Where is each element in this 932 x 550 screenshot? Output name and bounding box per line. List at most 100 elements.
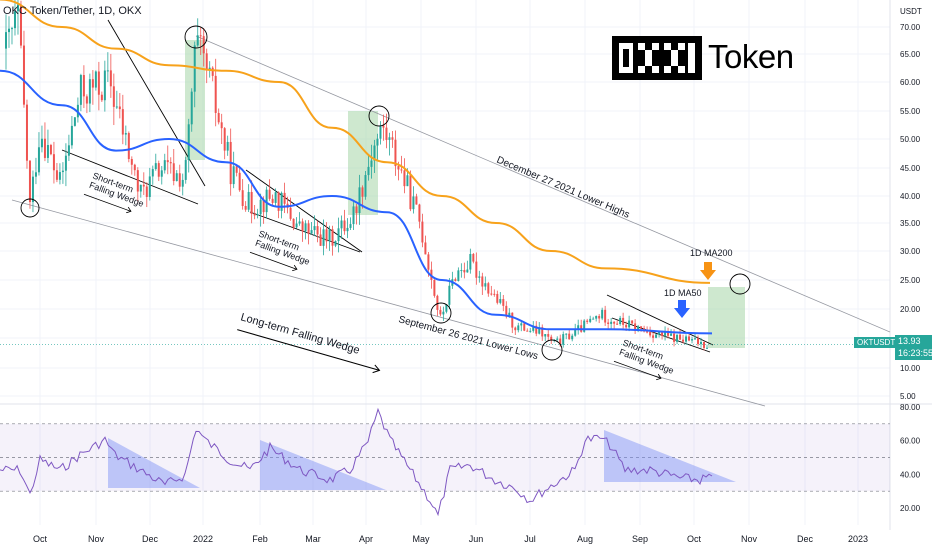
candle — [520, 321, 523, 332]
candle — [589, 315, 592, 324]
okx-logo-icon — [612, 36, 702, 80]
candle — [160, 165, 163, 185]
candle-body — [631, 320, 634, 324]
time-tick-label: Nov — [741, 534, 758, 544]
candle — [448, 278, 451, 310]
candle — [310, 221, 313, 235]
candle-body — [190, 91, 193, 125]
candle-body — [550, 336, 553, 341]
candle-body — [595, 315, 598, 319]
candle-body — [49, 145, 52, 155]
time-tick-label: Apr — [359, 534, 373, 544]
candle-body — [157, 163, 160, 177]
candle-body — [703, 341, 706, 348]
candle-body — [334, 241, 337, 246]
candle-body — [19, 4, 22, 46]
candle-body — [469, 253, 472, 270]
candle-body — [277, 192, 280, 211]
candle-body — [382, 125, 385, 128]
okx-logo: Token — [612, 36, 794, 84]
candle-body — [367, 166, 370, 176]
candle — [544, 334, 547, 342]
highlight-circle — [20, 198, 40, 218]
candle-body — [184, 160, 187, 180]
candle-body — [370, 160, 373, 167]
candle-body — [664, 331, 667, 336]
rsi-falling-triangle — [108, 438, 200, 488]
candle — [601, 307, 604, 321]
candle — [148, 167, 151, 201]
candle-body — [427, 254, 430, 270]
candle — [568, 328, 571, 340]
short-term-wedge-line — [245, 169, 363, 253]
candle — [322, 219, 325, 256]
candle-body — [298, 221, 301, 224]
candle-body — [409, 175, 412, 210]
candle — [649, 326, 652, 338]
candle — [373, 139, 376, 173]
candle — [136, 167, 139, 204]
time-tick-label: 2022 — [193, 534, 213, 544]
candle — [496, 290, 499, 305]
bar-timer: 16:23:55 — [898, 348, 932, 358]
candle-body — [418, 204, 421, 222]
candle-body — [121, 109, 124, 135]
candle-body — [97, 71, 100, 95]
green-target-box — [348, 111, 378, 215]
candle — [277, 191, 280, 219]
candle — [337, 217, 340, 253]
candle — [319, 227, 322, 246]
ma200-line — [0, 0, 711, 284]
candle-body — [85, 96, 88, 104]
candle — [274, 188, 277, 207]
candle — [46, 129, 49, 164]
candle — [193, 41, 196, 108]
candle-body — [655, 334, 658, 338]
candle — [547, 329, 550, 341]
rsi-line — [0, 407, 713, 517]
candle — [85, 94, 88, 114]
candle — [5, 14, 7, 70]
time-axis: Oct Nov Dec 2022 Feb Mar Apr May Jun Jul Aug Sep Oct… — [33, 534, 868, 544]
highlight-circle — [430, 302, 452, 324]
candle-body — [217, 112, 220, 123]
candle-body — [160, 170, 163, 177]
price-tick-label: 65.00 — [900, 50, 921, 59]
candle-body — [478, 276, 481, 278]
candle-body — [163, 160, 166, 171]
candle — [34, 157, 37, 185]
candle-body — [661, 331, 664, 336]
candle — [112, 73, 115, 126]
candle-body — [169, 162, 172, 164]
candle — [445, 304, 448, 314]
long-term-wedge-arrow — [237, 329, 381, 374]
rsi-falling-triangle — [260, 440, 386, 490]
candle — [58, 163, 61, 185]
candle — [676, 334, 679, 344]
candle — [157, 160, 160, 182]
candle-body — [193, 45, 196, 92]
candle-body — [373, 145, 376, 161]
candle — [436, 294, 439, 316]
candle-body — [265, 189, 268, 213]
candle-body — [604, 309, 607, 323]
candle — [37, 132, 40, 176]
candle — [28, 160, 31, 209]
candle-body — [226, 141, 229, 151]
price-tick-label: 25.00 — [900, 276, 921, 285]
candle-body — [586, 320, 589, 322]
candle-body — [508, 312, 511, 317]
candle-body — [181, 179, 184, 187]
candle-body — [52, 154, 55, 171]
ticker-badge: OKTUSDT — [854, 337, 899, 348]
candle-body — [31, 176, 34, 203]
candle — [52, 141, 55, 184]
candle — [223, 127, 226, 160]
candle-body — [349, 224, 352, 228]
time-tick-label: Jun — [469, 534, 484, 544]
price-tick-label: 20.00 — [900, 305, 921, 314]
candle-body — [622, 317, 625, 325]
candle — [616, 320, 619, 325]
candle — [49, 143, 52, 156]
